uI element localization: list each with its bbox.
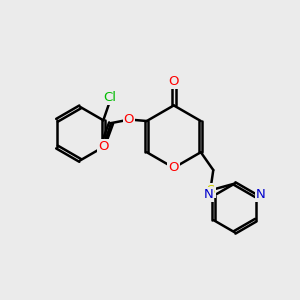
Text: O: O [169,161,179,174]
Text: Cl: Cl [103,91,116,104]
Text: S: S [206,184,214,197]
Text: N: N [256,188,266,201]
Text: O: O [124,113,134,126]
Text: N: N [204,188,213,201]
Text: O: O [98,140,109,153]
Text: O: O [169,74,179,88]
